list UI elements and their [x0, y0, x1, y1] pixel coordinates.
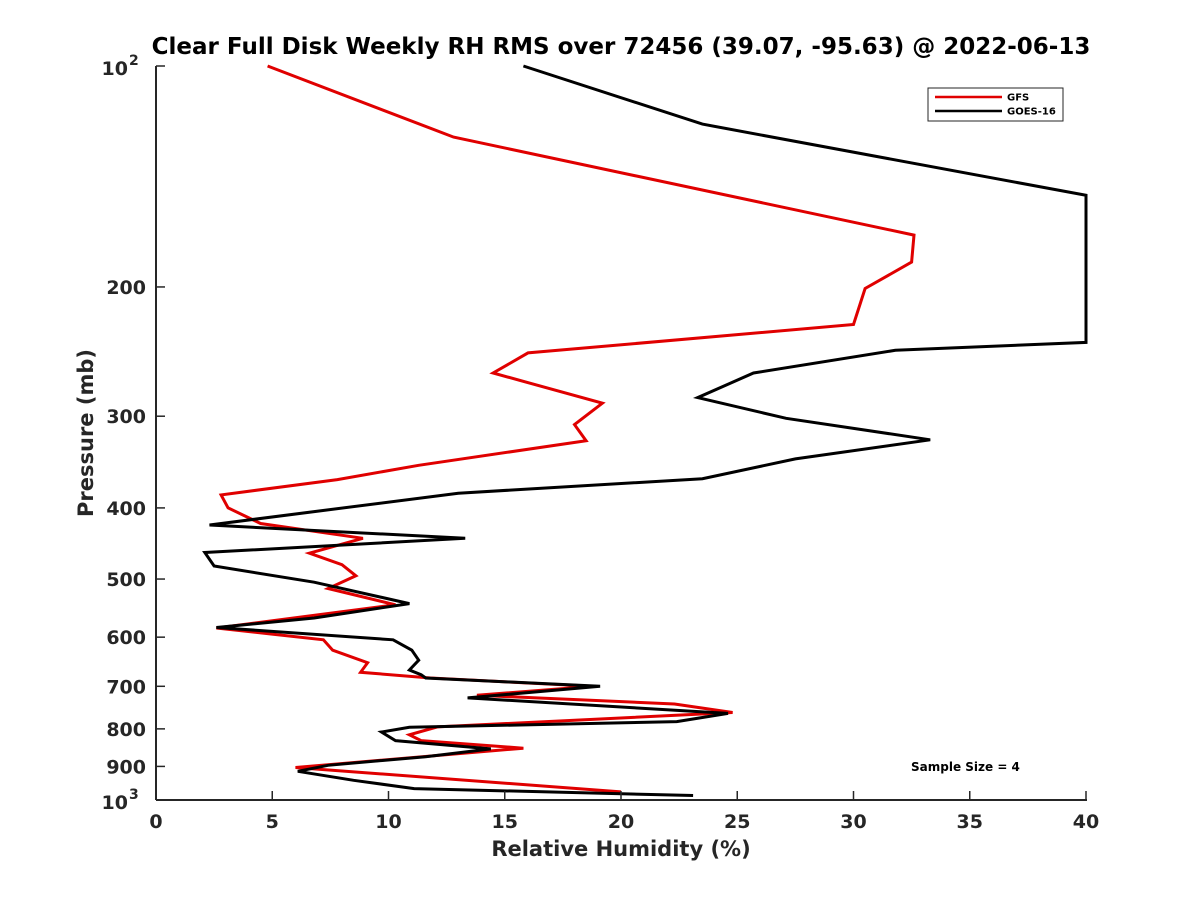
y-tick-label: 500 — [106, 569, 146, 591]
plot-lines — [202, 64, 1088, 797]
y-tick-label: 800 — [106, 719, 146, 741]
x-axis-ticks: 0 5 10 15 20 25 30 35 40 — [149, 791, 1099, 833]
x-tick-label: 15 — [492, 811, 518, 833]
x-tick-label: 25 — [724, 811, 750, 833]
y-tick-label-power: 10 2 — [102, 53, 139, 80]
x-tick-label: 35 — [957, 811, 983, 833]
y-axis-label: Pressure (mb) — [74, 349, 98, 517]
y-tick-label-base: 10 — [102, 792, 128, 814]
y-tick-label: 200 — [106, 277, 146, 299]
y-tick-label: 700 — [106, 676, 146, 698]
legend-label-goes16: GOES-16 — [1007, 107, 1056, 118]
y-tick-label: 300 — [106, 406, 146, 428]
legend-label-gfs: GFS — [1007, 93, 1029, 104]
y-tick-label-power: 10 3 — [102, 787, 139, 814]
x-tick-label: 30 — [840, 811, 866, 833]
legend-box — [927, 87, 1064, 122]
y-tick-label: 600 — [106, 627, 146, 649]
legend: GFS GOES-16 — [927, 87, 1064, 122]
series-line-goes16 — [202, 64, 1088, 797]
y-tick-label: 400 — [106, 498, 146, 520]
chart-title: Clear Full Disk Weekly RH RMS over 72456… — [152, 34, 1091, 60]
x-tick-label: 0 — [149, 811, 162, 833]
y-tick-label-exponent: 3 — [129, 787, 139, 803]
y-tick-label: 900 — [106, 756, 146, 778]
y-tick-label-base: 10 — [102, 58, 128, 80]
x-tick-label: 20 — [608, 811, 634, 833]
x-tick-label: 10 — [375, 811, 401, 833]
series-line-gfs — [216, 64, 916, 794]
x-axis-label: Relative Humidity (%) — [491, 837, 750, 861]
y-tick-label-exponent: 2 — [129, 53, 139, 69]
x-tick-label: 5 — [266, 811, 279, 833]
x-tick-label: 40 — [1073, 811, 1099, 833]
sample-size-annotation: Sample Size = 4 — [911, 760, 1020, 774]
